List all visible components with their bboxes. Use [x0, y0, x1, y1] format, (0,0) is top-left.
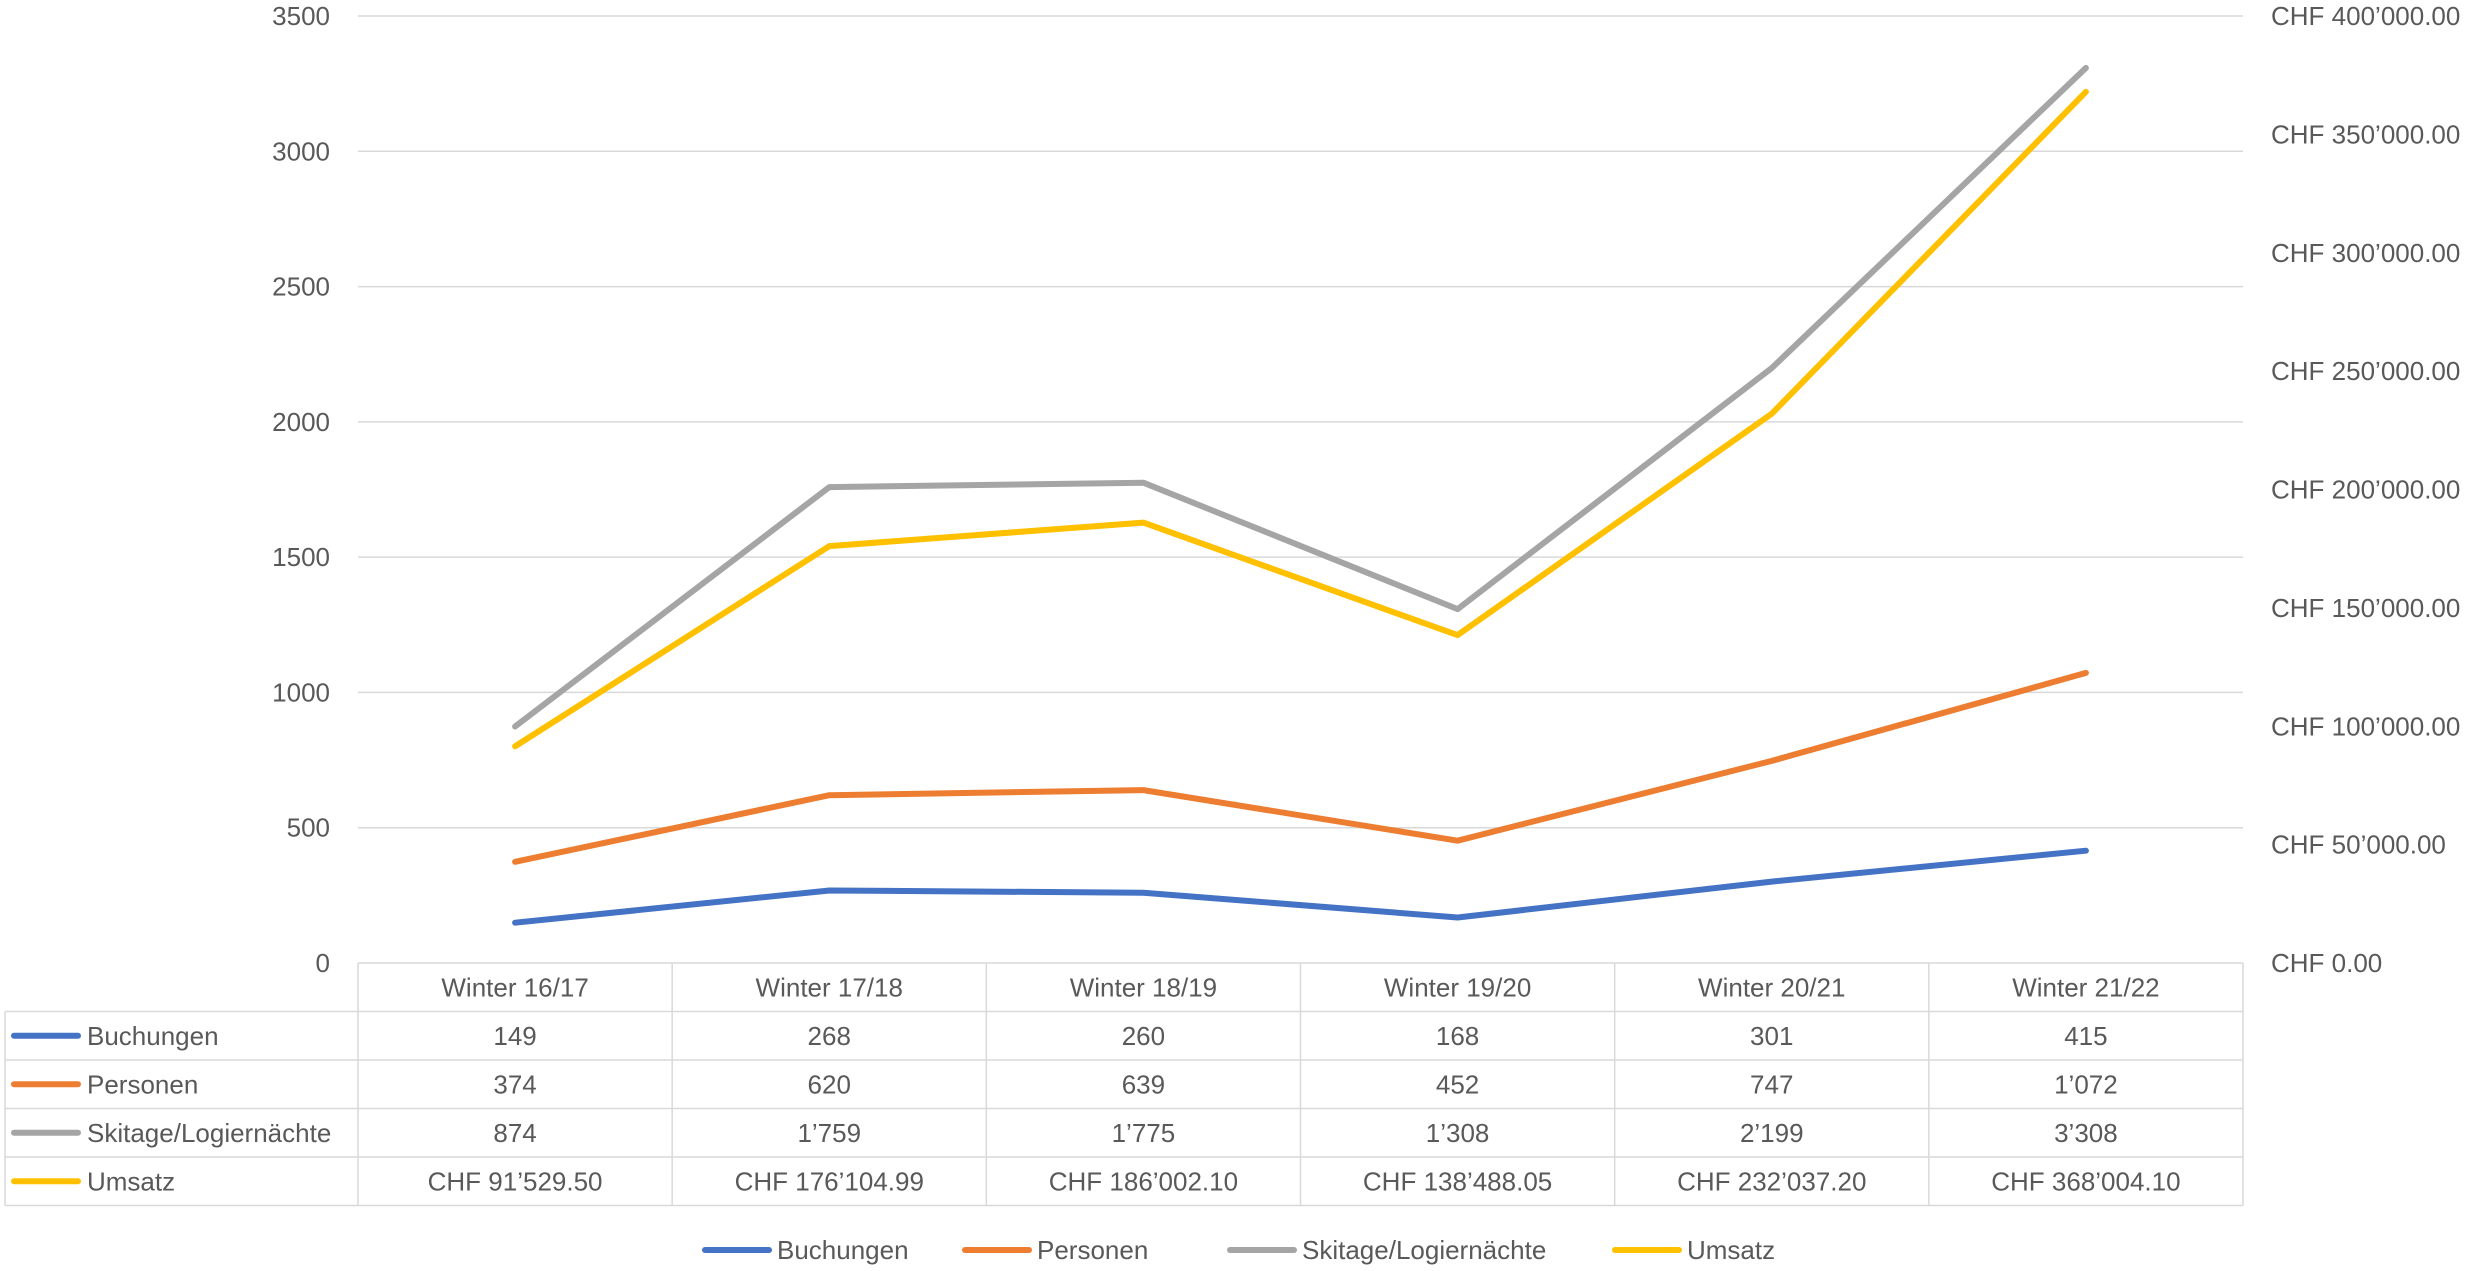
- table-cell-value: 2’199: [1740, 1118, 1804, 1148]
- table-cell-value: 639: [1122, 1069, 1165, 1099]
- right-axis-tick-label: CHF 200’000.00: [2271, 475, 2460, 505]
- table-cell-value: CHF 232’037.20: [1677, 1166, 1866, 1196]
- table-cell-value: 620: [808, 1069, 851, 1099]
- table-cell-value: 874: [493, 1118, 536, 1148]
- category-label: Winter 16/17: [441, 972, 588, 1002]
- right-axis-tick-label: CHF 400’000.00: [2271, 1, 2460, 31]
- table-series-name: Umsatz: [87, 1166, 175, 1196]
- table-series-name: Buchungen: [87, 1021, 219, 1051]
- table-cell-value: 1’308: [1426, 1118, 1490, 1148]
- table-cell-value: 301: [1750, 1021, 1793, 1051]
- category-label: Winter 19/20: [1384, 972, 1531, 1002]
- right-axis-tick-label: CHF 50’000.00: [2271, 830, 2446, 860]
- table-cell-value: CHF 186’002.10: [1049, 1166, 1238, 1196]
- right-axis-tick-label: CHF 250’000.00: [2271, 356, 2460, 386]
- right-axis-tick-label: CHF 350’000.00: [2271, 119, 2460, 149]
- right-axis-tick-label: CHF 100’000.00: [2271, 711, 2460, 741]
- right-axis-tick-label: CHF 0.00: [2271, 948, 2382, 978]
- table-cell-value: CHF 138’488.05: [1363, 1166, 1552, 1196]
- legend-label: Umsatz: [1687, 1235, 1775, 1265]
- table-cell-value: 1’072: [2054, 1069, 2118, 1099]
- table-cell-value: CHF 176’104.99: [735, 1166, 924, 1196]
- series-line-personen: [512, 669, 2089, 865]
- table-series-name: Personen: [87, 1069, 198, 1099]
- table-cell-value: 747: [1750, 1069, 1793, 1099]
- table-cell-value: 260: [1122, 1021, 1165, 1051]
- table-cell-value: 1’759: [797, 1118, 861, 1148]
- left-axis-tick-label: 2500: [272, 272, 330, 302]
- left-axis-tick-label: 500: [287, 813, 330, 843]
- table-cell-value: CHF 91’529.50: [428, 1166, 603, 1196]
- category-label: Winter 17/18: [756, 972, 903, 1002]
- category-label: Winter 20/21: [1698, 972, 1845, 1002]
- left-axis-tick-label: 3000: [272, 136, 330, 166]
- table-cell-value: 3’308: [2054, 1118, 2118, 1148]
- left-axis-tick-label: 1500: [272, 542, 330, 572]
- table-cell-value: 268: [808, 1021, 851, 1051]
- category-label: Winter 21/22: [2012, 972, 2159, 1002]
- legend-label: Personen: [1037, 1235, 1148, 1265]
- category-label: Winter 18/19: [1070, 972, 1217, 1002]
- left-axis-tick-label: 3500: [272, 1, 330, 31]
- legend-label: Skitage/Logiernächte: [1302, 1235, 1546, 1265]
- table-series-name: Skitage/Logiernächte: [87, 1118, 331, 1148]
- series-line-buchungen: [512, 847, 2089, 926]
- series-line-skitage-logiern-chte: [512, 64, 2089, 730]
- right-axis-tick-label: CHF 150’000.00: [2271, 593, 2460, 623]
- table-cell-value: 168: [1436, 1021, 1479, 1051]
- right-axis-tick-label: CHF 300’000.00: [2271, 238, 2460, 268]
- table-cell-value: CHF 368’004.10: [1991, 1166, 2180, 1196]
- series-line-umsatz: [512, 88, 2089, 750]
- table-cell-value: 415: [2064, 1021, 2107, 1051]
- left-axis-tick-label: 0: [316, 948, 330, 978]
- table-cell-value: 1’775: [1112, 1118, 1176, 1148]
- legend-label: Buchungen: [777, 1235, 909, 1265]
- left-axis-tick-label: 1000: [272, 677, 330, 707]
- table-cell-value: 452: [1436, 1069, 1479, 1099]
- left-axis-tick-label: 2000: [272, 407, 330, 437]
- table-cell-value: 374: [493, 1069, 536, 1099]
- table-cell-value: 149: [493, 1021, 536, 1051]
